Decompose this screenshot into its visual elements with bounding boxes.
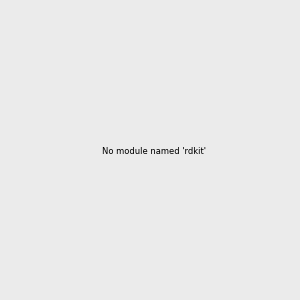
Text: No module named 'rdkit': No module named 'rdkit' xyxy=(102,147,206,156)
